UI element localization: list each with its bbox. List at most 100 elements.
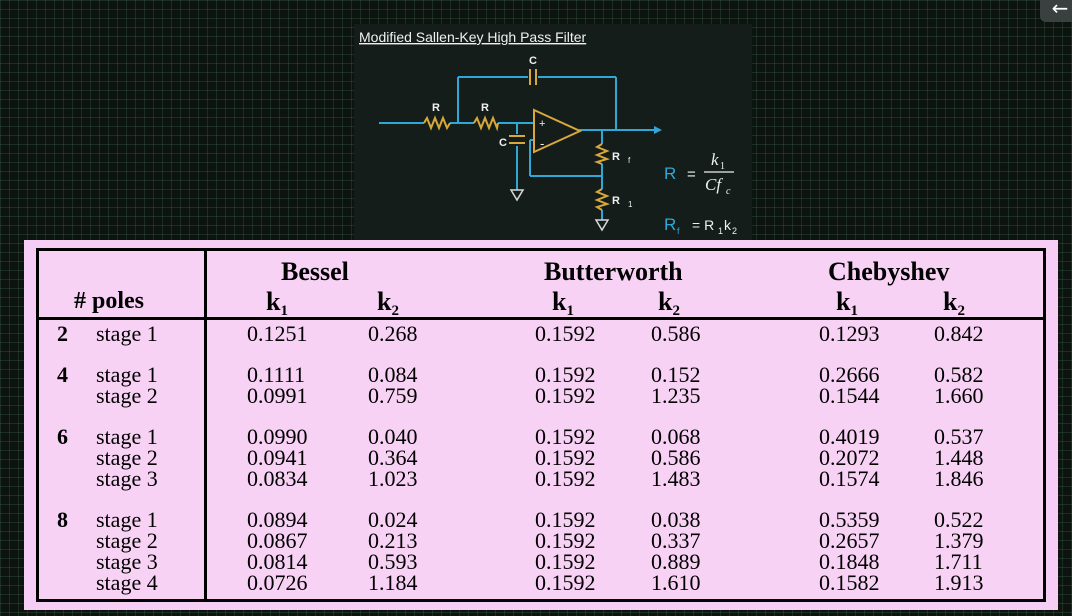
formula-r-numerator-sub: 1 xyxy=(720,161,725,172)
cell-bessel-k2: 0.268 xyxy=(368,321,418,346)
cell-chebyshev-k1: 0.4019 xyxy=(819,424,880,449)
cell-butterworth-k2: 1.483 xyxy=(651,466,701,491)
cell-butterworth-k2: 0.068 xyxy=(651,424,701,449)
formula-r-denominator: Cf xyxy=(705,175,723,194)
cell-butterworth-k1: 0.1592 xyxy=(535,424,596,449)
capacitor-left-symbol xyxy=(509,135,525,144)
cell-butterworth-k1: 0.1592 xyxy=(535,570,596,595)
cell-butterworth-k1: 0.1592 xyxy=(535,466,596,491)
pole-count: 6 xyxy=(57,424,68,449)
label-c-top: C xyxy=(529,55,537,67)
formula-rf-lhs: R xyxy=(664,215,676,234)
plus-label: + xyxy=(539,118,545,130)
cell-bessel-k2: 0.024 xyxy=(368,507,418,532)
k2-header-bessel: k2 xyxy=(377,287,399,319)
stage-label: stage 1 xyxy=(96,424,158,449)
back-button[interactable]: ← xyxy=(1040,0,1072,22)
minus-label: - xyxy=(540,136,544,151)
cell-chebyshev-k1: 0.2666 xyxy=(819,362,880,387)
k2-header-chebyshev: k2 xyxy=(943,287,965,319)
cell-chebyshev-k1: 0.1574 xyxy=(819,466,880,491)
cell-chebyshev-k1: 0.2072 xyxy=(819,445,880,470)
cell-bessel-k2: 1.023 xyxy=(368,466,418,491)
formula-r-eq: = xyxy=(687,166,696,183)
stage-label: stage 1 xyxy=(96,507,158,532)
formula-rf-lhs-sub: f xyxy=(677,226,680,236)
cell-bessel-k1: 0.0834 xyxy=(247,466,308,491)
capacitor-top-symbol xyxy=(529,69,537,85)
cell-butterworth-k1: 0.1592 xyxy=(535,362,596,387)
cell-bessel-k1: 0.1111 xyxy=(247,362,306,387)
cell-bessel-k1: 0.0867 xyxy=(247,528,308,553)
formula-rf-k: k xyxy=(724,217,732,233)
label-c-left: C xyxy=(499,137,507,149)
pole-count: 8 xyxy=(57,507,68,532)
cell-chebyshev-k2: 1.379 xyxy=(934,528,984,553)
cell-bessel-k1: 0.0991 xyxy=(247,383,308,408)
cell-bessel-k1: 0.0894 xyxy=(247,507,308,532)
cell-chebyshev-k1: 0.1544 xyxy=(819,383,880,408)
cell-butterworth-k1: 0.1592 xyxy=(535,383,596,408)
family-header-bessel: Bessel xyxy=(281,257,349,286)
k1-header-butterworth: k1 xyxy=(552,287,574,319)
cell-chebyshev-k2: 0.842 xyxy=(934,321,984,346)
stage-label: stage 1 xyxy=(96,362,158,387)
k1-header-chebyshev: k1 xyxy=(836,287,858,319)
resistor-r1-symbol xyxy=(423,115,451,131)
cell-bessel-k1: 0.1251 xyxy=(247,321,308,346)
cell-butterworth-k1: 0.1592 xyxy=(535,528,596,553)
cell-chebyshev-k1: 0.1293 xyxy=(819,321,880,346)
k1-header-bessel: k1 xyxy=(266,287,288,319)
label-r2: R xyxy=(481,102,489,114)
cell-bessel-k1: 0.0726 xyxy=(247,570,308,595)
cell-butterworth-k2: 1.235 xyxy=(651,383,701,408)
cell-chebyshev-k1: 0.2657 xyxy=(819,528,880,553)
diagram-title: Modified Sallen-Key High Pass Filter xyxy=(359,29,587,45)
label-r1-ground-sub: 1 xyxy=(628,200,633,209)
formula-rf-rhs: = R xyxy=(692,217,714,233)
cell-chebyshev-k2: 0.522 xyxy=(934,507,984,532)
cell-butterworth-k2: 1.610 xyxy=(651,570,701,595)
resistor-rf-symbol xyxy=(593,143,611,165)
cell-butterworth-k1: 0.1592 xyxy=(535,507,596,532)
cell-butterworth-k1: 0.1592 xyxy=(535,321,596,346)
sallen-key-schematic: Modified Sallen-Key High Pass Filter xyxy=(359,29,737,236)
cell-bessel-k2: 0.593 xyxy=(368,549,418,574)
cell-bessel-k2: 0.759 xyxy=(368,383,418,408)
cell-chebyshev-k2: 1.448 xyxy=(934,445,984,470)
cell-chebyshev-k2: 1.913 xyxy=(934,570,984,595)
cell-butterworth-k1: 0.1592 xyxy=(535,445,596,470)
column-divider xyxy=(204,251,207,599)
coefficient-table-panel: # poles Bessel Butterworth Chebyshev k1 … xyxy=(24,240,1058,610)
circuit-diagram: Modified Sallen-Key High Pass Filter xyxy=(354,24,752,242)
ground-icon xyxy=(594,219,610,232)
cell-bessel-k1: 0.0990 xyxy=(247,424,308,449)
pole-count: 2 xyxy=(57,321,68,346)
cell-chebyshev-k2: 1.660 xyxy=(934,383,984,408)
header-divider xyxy=(39,317,1043,320)
cell-butterworth-k2: 0.038 xyxy=(651,507,701,532)
resistor-r1-ground-symbol xyxy=(594,188,611,211)
formula-r-numerator: k xyxy=(711,150,719,169)
formula-r-denominator-sub: c xyxy=(726,186,731,197)
formula-rf-rhs-sub2: 2 xyxy=(732,226,737,236)
family-header-chebyshev: Chebyshev xyxy=(828,257,950,286)
cell-chebyshev-k2: 1.846 xyxy=(934,466,984,491)
k2-header-butterworth: k2 xyxy=(658,287,680,319)
cell-butterworth-k2: 0.889 xyxy=(651,549,701,574)
cell-chebyshev-k1: 0.1848 xyxy=(819,549,880,574)
stage-label: stage 3 xyxy=(96,466,158,491)
ground-icon xyxy=(509,189,525,202)
cell-bessel-k2: 1.184 xyxy=(368,570,418,595)
label-rf: R xyxy=(612,151,620,163)
stage-label: stage 2 xyxy=(96,445,158,470)
cell-chebyshev-k1: 0.5359 xyxy=(819,507,880,532)
cell-chebyshev-k2: 1.711 xyxy=(934,549,983,574)
cell-butterworth-k2: 0.586 xyxy=(651,321,701,346)
cell-bessel-k2: 0.084 xyxy=(368,362,418,387)
label-rf-sub: f xyxy=(628,156,631,165)
cell-bessel-k2: 0.364 xyxy=(368,445,418,470)
cell-bessel-k1: 0.0941 xyxy=(247,445,308,470)
cell-butterworth-k2: 0.152 xyxy=(651,362,701,387)
cell-chebyshev-k2: 0.537 xyxy=(934,424,984,449)
